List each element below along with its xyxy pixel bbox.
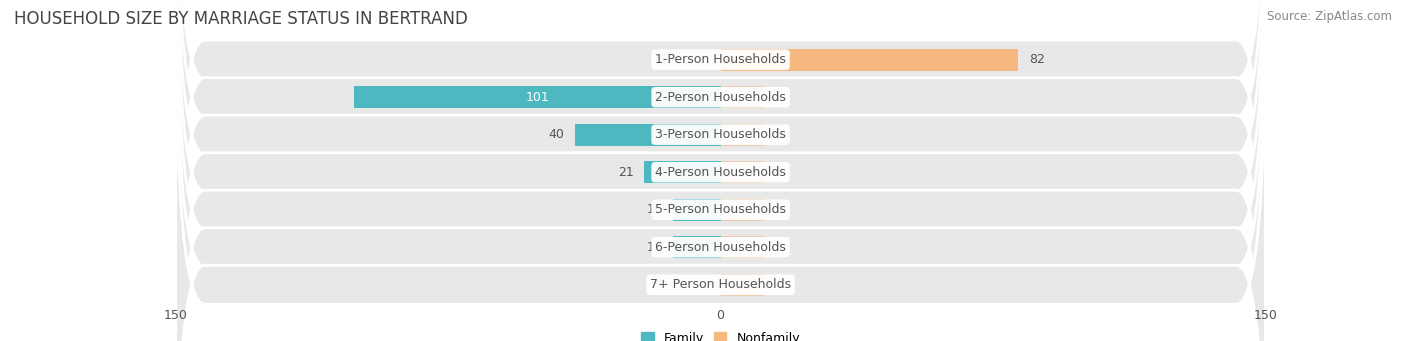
Bar	[721, 49, 1018, 71]
Text: 82: 82	[1029, 53, 1045, 66]
Bar	[721, 274, 765, 296]
Text: 3-Person Households: 3-Person Households	[655, 128, 786, 141]
Text: HOUSEHOLD SIZE BY MARRIAGE STATUS IN BERTRAND: HOUSEHOLD SIZE BY MARRIAGE STATUS IN BER…	[14, 10, 468, 28]
Bar	[721, 199, 765, 221]
FancyBboxPatch shape	[176, 4, 1265, 341]
Text: 13: 13	[647, 241, 662, 254]
Text: 101: 101	[526, 91, 548, 104]
Bar	[721, 124, 765, 146]
Text: 0: 0	[658, 53, 666, 66]
Text: 21: 21	[617, 166, 633, 179]
Bar	[721, 161, 765, 183]
Text: 0: 0	[775, 241, 783, 254]
Text: 7+ Person Households: 7+ Person Households	[650, 278, 792, 291]
FancyBboxPatch shape	[176, 0, 1265, 341]
FancyBboxPatch shape	[176, 0, 1265, 340]
Bar	[354, 86, 721, 108]
Text: 5-Person Households: 5-Person Households	[655, 203, 786, 216]
FancyBboxPatch shape	[176, 0, 1265, 341]
Legend: Family, Nonfamily: Family, Nonfamily	[641, 331, 800, 341]
Bar	[644, 161, 721, 183]
Text: 2-Person Households: 2-Person Households	[655, 91, 786, 104]
FancyBboxPatch shape	[176, 0, 1265, 341]
Text: 4-Person Households: 4-Person Households	[655, 166, 786, 179]
Text: 0: 0	[775, 91, 783, 104]
Text: Source: ZipAtlas.com: Source: ZipAtlas.com	[1267, 10, 1392, 23]
Bar	[721, 49, 765, 71]
Bar	[575, 124, 721, 146]
Text: 0: 0	[775, 278, 783, 291]
Text: 0: 0	[658, 278, 666, 291]
Text: 13: 13	[647, 203, 662, 216]
FancyBboxPatch shape	[176, 0, 1265, 341]
Text: 40: 40	[548, 128, 564, 141]
Text: 0: 0	[775, 128, 783, 141]
Text: 1-Person Households: 1-Person Households	[655, 53, 786, 66]
Text: 0: 0	[775, 166, 783, 179]
Text: 6-Person Households: 6-Person Households	[655, 241, 786, 254]
Bar	[721, 86, 765, 108]
Bar	[673, 236, 721, 258]
Text: 0: 0	[775, 203, 783, 216]
Bar	[673, 199, 721, 221]
Bar	[721, 236, 765, 258]
FancyBboxPatch shape	[176, 0, 1265, 341]
